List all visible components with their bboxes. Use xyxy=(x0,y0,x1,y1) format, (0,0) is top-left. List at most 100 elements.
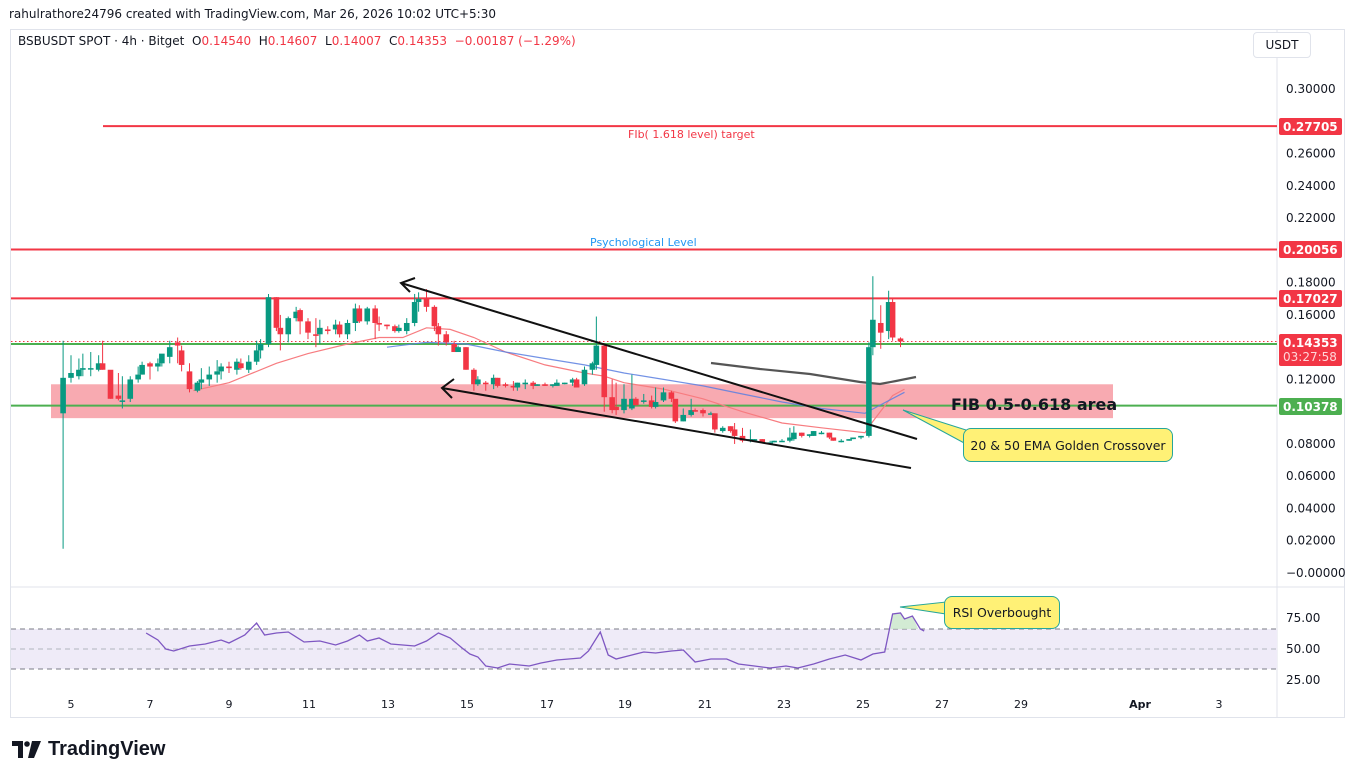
fib-target-label[interactable]: FIb( 1.618 level) target xyxy=(628,128,755,141)
candle-body xyxy=(534,384,540,386)
time-tick-label: 3 xyxy=(1216,698,1223,711)
candle-body xyxy=(510,385,517,388)
candle-body xyxy=(455,347,461,353)
candle-body xyxy=(214,371,220,375)
candle-body xyxy=(490,377,497,385)
candle-body xyxy=(194,382,201,391)
support-price-tag: 0.10378 xyxy=(1279,398,1342,415)
candle-body xyxy=(234,361,240,370)
ema20-line xyxy=(193,327,905,434)
resistance-price-tag: 0.17027 xyxy=(1279,290,1342,307)
tradingview-logo[interactable]: TradingView xyxy=(12,738,165,761)
candle-body xyxy=(668,392,675,399)
psych-level-label[interactable]: Psychological Level xyxy=(590,236,697,249)
candle-body xyxy=(127,379,134,399)
candle-body xyxy=(866,347,872,436)
high-value: 0.14607 xyxy=(267,34,318,48)
currency-button[interactable]: USDT xyxy=(1253,32,1311,58)
candle-body xyxy=(218,366,224,372)
candle-body xyxy=(719,427,726,432)
arrow-head-lower-icon xyxy=(440,378,455,399)
candle-body xyxy=(870,319,876,348)
price-tick-label: 0.06000 xyxy=(1286,469,1336,483)
brand-name: TradingView xyxy=(48,738,166,760)
time-tick-label: 29 xyxy=(1014,698,1028,711)
price-tick-label: 0.02000 xyxy=(1286,534,1336,548)
wedge-upper-line xyxy=(400,282,918,440)
psych-level-price-tag: 0.20056 xyxy=(1279,241,1342,258)
candle-body xyxy=(159,353,165,364)
candle-body xyxy=(463,347,469,370)
candle-body xyxy=(522,382,529,385)
price-tick-label: 0.22000 xyxy=(1286,211,1336,225)
candle-body xyxy=(759,439,766,443)
price-tick-label: 0.08000 xyxy=(1286,437,1336,451)
time-tick-label: 25 xyxy=(856,698,870,711)
rsi-callout-pointer xyxy=(899,601,947,615)
candle-body xyxy=(826,432,833,438)
candle-body xyxy=(324,329,331,332)
candle-body xyxy=(135,374,141,380)
candle-body xyxy=(415,298,422,303)
candle-body xyxy=(352,308,359,323)
wedge-lower-line xyxy=(441,387,912,469)
change-value: −0.00187 (−1.29%) xyxy=(454,34,576,48)
candle-body xyxy=(514,382,521,388)
candle-body xyxy=(87,368,94,370)
time-tick-label: 21 xyxy=(698,698,712,711)
candle-body xyxy=(482,382,489,385)
candle-body xyxy=(889,302,896,338)
time-tick-label: 23 xyxy=(777,698,791,711)
candle-body xyxy=(554,382,560,386)
candle-body xyxy=(850,437,856,440)
candle-body xyxy=(629,398,635,409)
candle-body xyxy=(573,379,580,388)
candle-body xyxy=(206,374,213,380)
candle-body xyxy=(364,308,371,322)
candle-body xyxy=(593,345,600,365)
ema-crossover-callout[interactable]: 20 & 50 EMA Golden Crossover xyxy=(963,428,1173,462)
candle-body xyxy=(648,400,655,407)
candle-body xyxy=(344,322,351,335)
candle-body xyxy=(186,371,193,390)
rsi-line xyxy=(145,612,925,669)
candle-body xyxy=(76,369,82,377)
candle-body xyxy=(293,311,299,319)
candle-body xyxy=(226,366,232,369)
last-price-tag: 0.14353 03:27:58 xyxy=(1279,334,1342,366)
rsi-overbought-fill xyxy=(890,613,919,629)
candle-body xyxy=(475,379,481,385)
candle-body xyxy=(431,306,438,327)
candle-body xyxy=(119,400,126,402)
candle-body xyxy=(178,350,185,365)
candle-body xyxy=(818,432,825,435)
candle-body xyxy=(680,414,687,422)
candle-body xyxy=(356,308,363,322)
candle-body xyxy=(336,324,343,335)
price-tick-label: 0.24000 xyxy=(1286,179,1336,193)
candle-body xyxy=(115,395,122,399)
rsi-tick-label: 50.00 xyxy=(1286,642,1320,656)
fib-target-price-tag: 0.27705 xyxy=(1279,118,1342,135)
candle-body xyxy=(435,326,442,335)
time-tick-label: 7 xyxy=(147,698,154,711)
fib-area-label[interactable]: FIB 0.5-0.618 area xyxy=(951,395,1118,414)
time-tick-label: 15 xyxy=(460,698,474,711)
candle-body xyxy=(443,334,450,343)
candle-body xyxy=(253,350,260,362)
candle-body xyxy=(451,343,457,353)
candle-body xyxy=(376,322,382,325)
symbol-label[interactable]: BSBUSDT SPOT · 4h · Bitget xyxy=(18,34,185,48)
candle-body xyxy=(332,324,339,330)
rsi-overbought-callout[interactable]: RSI Overbought xyxy=(944,596,1060,629)
candle-body xyxy=(779,440,785,443)
candle-body xyxy=(372,308,378,323)
candle-body xyxy=(640,400,647,402)
candle-body xyxy=(265,297,272,344)
candle-body xyxy=(672,398,679,422)
close-value: 0.14353 xyxy=(397,34,448,48)
candle-body xyxy=(633,398,639,406)
candle-body xyxy=(550,384,556,386)
time-tick-label: 13 xyxy=(381,698,395,711)
